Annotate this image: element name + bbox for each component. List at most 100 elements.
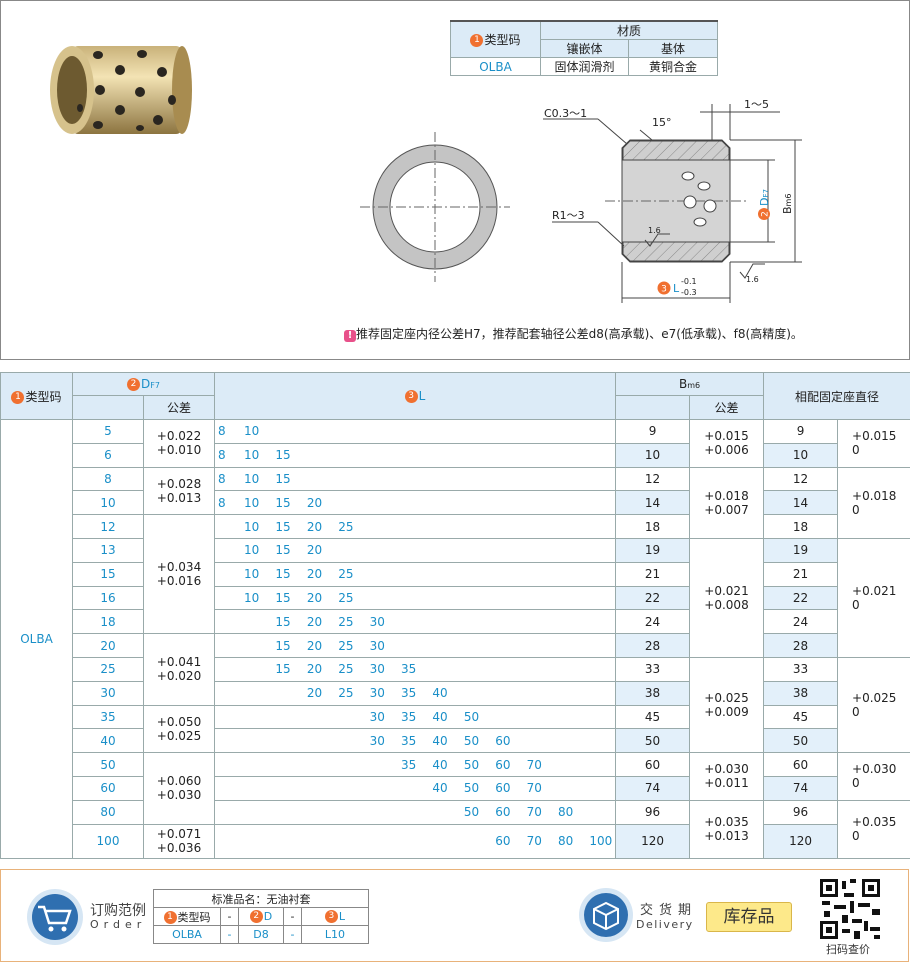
tolerance-upper: +0.025 <box>704 691 749 706</box>
l-value: 35 <box>401 733 417 748</box>
b-cell: 19 <box>615 537 691 563</box>
l-value: 50 <box>463 781 480 796</box>
l-value: 20 <box>306 686 323 701</box>
badge <box>758 208 770 220</box>
l-value: 10 <box>244 543 260 558</box>
tolerance-lower: 0 <box>852 829 860 844</box>
row: 50 +0.060 +0.030 35 40 50 60 70 60 +0.030 +0.011 60… <box>1 752 910 825</box>
tolerance-lower: 0 <box>852 443 860 458</box>
l-value: 25 <box>338 614 354 629</box>
header-cell: 2 DF7 <box>71 372 216 396</box>
header-text: L <box>418 389 426 403</box>
order-header: 1 类型码 <box>153 907 221 926</box>
cell: OLBA <box>450 57 541 76</box>
l-cell: 35 40 50 60 70 <box>214 752 617 777</box>
b-cell: 60 <box>615 752 691 777</box>
l-value: 30 <box>369 733 385 748</box>
row: 16 10 15 20 25 22 22 <box>1 585 910 611</box>
tolerance-cell: +0.025 0 <box>837 656 910 754</box>
tolerance-cell: +0.015 +0.006 <box>689 419 765 468</box>
l-cell: 10 15 20 25 <box>214 514 617 539</box>
order-title: 订购范例 <box>90 903 146 919</box>
cell: 固体润滑剂 <box>540 57 629 76</box>
delivery-icon <box>579 888 633 942</box>
l-cell: 30 35 40 50 60 <box>214 728 617 754</box>
l-value: 30 <box>369 662 385 677</box>
badge: 1 <box>163 911 177 924</box>
tolerance-lower: +0.013 <box>704 829 749 844</box>
badge: 1 <box>470 34 484 47</box>
l-value: 15 <box>275 471 291 486</box>
dim-letter: L <box>673 282 680 295</box>
b-cell: 50 <box>615 728 691 754</box>
l-value: 8 <box>218 424 226 439</box>
fit-cell: 96 <box>763 799 839 825</box>
qr-code <box>820 879 880 939</box>
l-cell: 8 10 15 <box>214 442 617 468</box>
tolerance-lower: +0.016 <box>156 574 202 589</box>
badge: 2 <box>249 910 263 924</box>
fit-cell: 22 <box>763 585 839 611</box>
l-value: 35 <box>401 709 417 724</box>
l-value: 25 <box>338 662 354 677</box>
b-cell: 24 <box>615 609 691 635</box>
tolerance-cell: +0.034 +0.016 <box>142 514 216 635</box>
b-cell: 28 <box>615 633 691 658</box>
row: 35 +0.050 +0.025 30 35 40 50 45 45 <box>1 704 910 754</box>
l-value: 15 <box>275 495 291 510</box>
l-value: 15 <box>275 567 291 582</box>
fit-cell: 9 <box>763 419 839 444</box>
order-value: - <box>283 925 302 944</box>
b-cell: 22 <box>615 585 691 611</box>
row: 18 15 20 25 30 24 24 <box>1 609 910 635</box>
l-value: 15 <box>275 590 291 605</box>
order-value: L10 <box>301 925 369 944</box>
tolerance-upper: +0.030 <box>852 762 897 777</box>
side-view <box>543 104 802 303</box>
fit-cell: 24 <box>763 609 839 635</box>
row: 25 15 20 25 30 35 33 +0.025 +0.009 33 +0.025 0 <box>1 656 910 754</box>
order-value: - <box>220 925 239 944</box>
d-cell: 35 <box>72 704 144 730</box>
tolerance-upper: +0.071 <box>156 827 202 842</box>
tolerance-cell: +0.025 +0.009 <box>689 656 765 754</box>
cart-icon <box>27 889 83 945</box>
order-value: OLBA <box>153 925 221 944</box>
header-cell: 镶嵌体 <box>540 39 629 58</box>
l-value: 10 <box>244 495 260 510</box>
tolerance-upper: +0.015 <box>704 429 749 444</box>
d-cell: 50 <box>72 752 144 777</box>
d-cell: 25 <box>72 656 144 682</box>
tolerance-upper: +0.050 <box>156 714 202 729</box>
tolerance-cell: +0.071 +0.036 <box>142 823 216 859</box>
l-cell: 8 10 <box>214 419 617 444</box>
b-cell: 12 <box>615 466 691 492</box>
l-value: 25 <box>338 567 354 582</box>
badge: 1 <box>11 390 25 404</box>
l-value: 60 <box>495 834 511 849</box>
l-value: 50 <box>463 805 480 820</box>
row: 13 10 15 20 19 +0.021 +0.008 19 +0.021 0 <box>1 537 910 658</box>
tolerance-lower: +0.025 <box>156 728 202 743</box>
tolerance-cell: +0.021 0 <box>837 537 910 658</box>
l-value: 50 <box>463 733 480 748</box>
fit-cell: 33 <box>763 656 839 682</box>
b-cell: 33 <box>615 656 691 682</box>
order-header-text: D <box>263 909 273 923</box>
tolerance-lower: +0.007 <box>704 502 749 517</box>
l-value: 100 <box>589 834 613 849</box>
row: 40 30 35 40 50 60 50 50 <box>1 728 910 754</box>
fit-cell: 38 <box>763 680 839 706</box>
l-value: 20 <box>306 614 323 629</box>
stock-badge: 库存品 <box>706 902 792 932</box>
b-cell: 38 <box>615 680 691 706</box>
d-cell: 10 <box>72 490 144 516</box>
header-text: B <box>678 377 688 391</box>
row: 100 +0.071 +0.036 60 70 80 100 120 120 <box>1 823 910 859</box>
tolerance-lower: +0.020 <box>156 669 202 684</box>
l-value: 60 <box>495 757 511 772</box>
header-cell <box>615 395 691 420</box>
b-cell: 14 <box>615 490 691 516</box>
tolerance-lower: 0 <box>852 776 860 791</box>
